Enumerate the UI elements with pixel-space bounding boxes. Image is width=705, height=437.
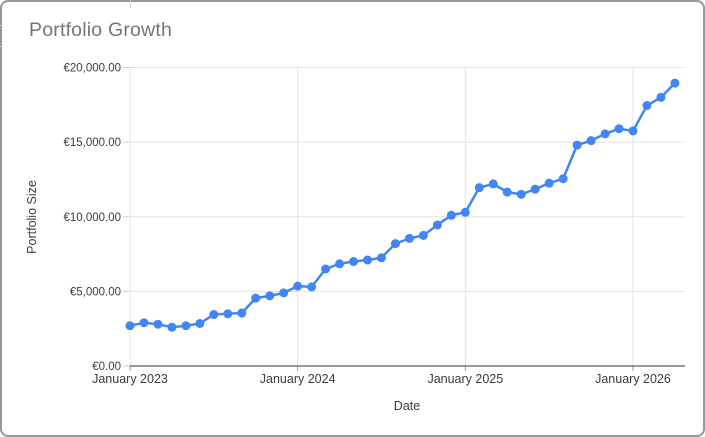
data-point[interactable] <box>209 310 219 320</box>
data-point[interactable] <box>125 321 135 331</box>
data-point[interactable] <box>432 220 442 230</box>
data-point[interactable] <box>153 319 163 329</box>
data-point[interactable] <box>614 124 624 134</box>
chart-title: Portfolio Growth <box>29 19 173 41</box>
data-point[interactable] <box>335 259 345 269</box>
data-point[interactable] <box>488 179 498 189</box>
x-axis-title: Date <box>393 399 421 413</box>
data-point[interactable] <box>530 184 540 194</box>
data-point[interactable] <box>544 178 554 188</box>
data-point[interactable] <box>377 253 386 263</box>
data-point[interactable] <box>251 293 261 303</box>
sheet-gridline-stub <box>130 0 131 8</box>
data-point[interactable] <box>474 183 484 193</box>
data-point[interactable] <box>600 129 610 139</box>
data-point[interactable] <box>628 126 638 136</box>
data-point[interactable] <box>139 318 149 328</box>
data-point[interactable] <box>321 264 331 274</box>
data-point[interactable] <box>656 92 666 102</box>
series-line <box>128 81 677 329</box>
x-tick-label: January 2026 <box>595 372 671 386</box>
data-point[interactable] <box>307 282 317 292</box>
sheet-gridline-stub <box>0 25 3 26</box>
x-tick-label: January 2024 <box>260 372 336 386</box>
data-point[interactable] <box>265 291 275 301</box>
y-tick-label: €10,000.00 <box>63 212 121 224</box>
data-point[interactable] <box>279 288 289 298</box>
data-point[interactable] <box>502 187 512 197</box>
y-tick-label: €5,000.00 <box>70 286 121 298</box>
data-point[interactable] <box>363 255 373 265</box>
data-point[interactable] <box>572 140 582 150</box>
y-axis-title: Portfolio Size <box>25 180 39 254</box>
x-tick-label: January 2025 <box>427 372 503 386</box>
data-point[interactable] <box>516 189 526 199</box>
y-tick-label: €15,000.00 <box>63 137 121 149</box>
data-point[interactable] <box>349 257 359 267</box>
data-point[interactable] <box>195 318 205 328</box>
y-tick-label: €20,000.00 <box>63 63 121 75</box>
data-point[interactable] <box>460 207 470 217</box>
y-tick-label: €0.00 <box>92 361 121 373</box>
sheet-gridline-stub <box>0 46 3 47</box>
data-point[interactable] <box>446 210 456 220</box>
data-point[interactable] <box>642 101 652 111</box>
data-point[interactable] <box>404 233 414 243</box>
x-tick-label: January 2023 <box>92 372 168 386</box>
data-point[interactable] <box>558 174 568 184</box>
data-point[interactable] <box>670 78 680 88</box>
data-point[interactable] <box>586 136 596 146</box>
data-point[interactable] <box>237 308 247 318</box>
data-point[interactable] <box>181 321 191 331</box>
data-point[interactable] <box>167 322 177 332</box>
data-point[interactable] <box>223 309 233 319</box>
data-point[interactable] <box>293 281 303 291</box>
data-point[interactable] <box>418 230 428 240</box>
data-point[interactable] <box>390 239 400 249</box>
